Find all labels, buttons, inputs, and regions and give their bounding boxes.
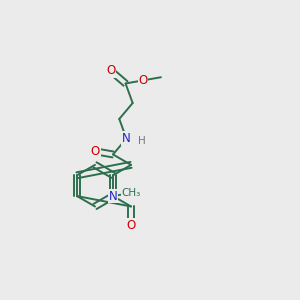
Text: O: O [126, 219, 136, 232]
Text: N: N [109, 190, 117, 202]
Text: O: O [91, 145, 100, 158]
Text: O: O [139, 74, 148, 87]
Text: H: H [138, 136, 146, 146]
Text: N: N [122, 132, 131, 145]
Text: CH₃: CH₃ [121, 188, 140, 198]
Text: O: O [106, 64, 116, 77]
